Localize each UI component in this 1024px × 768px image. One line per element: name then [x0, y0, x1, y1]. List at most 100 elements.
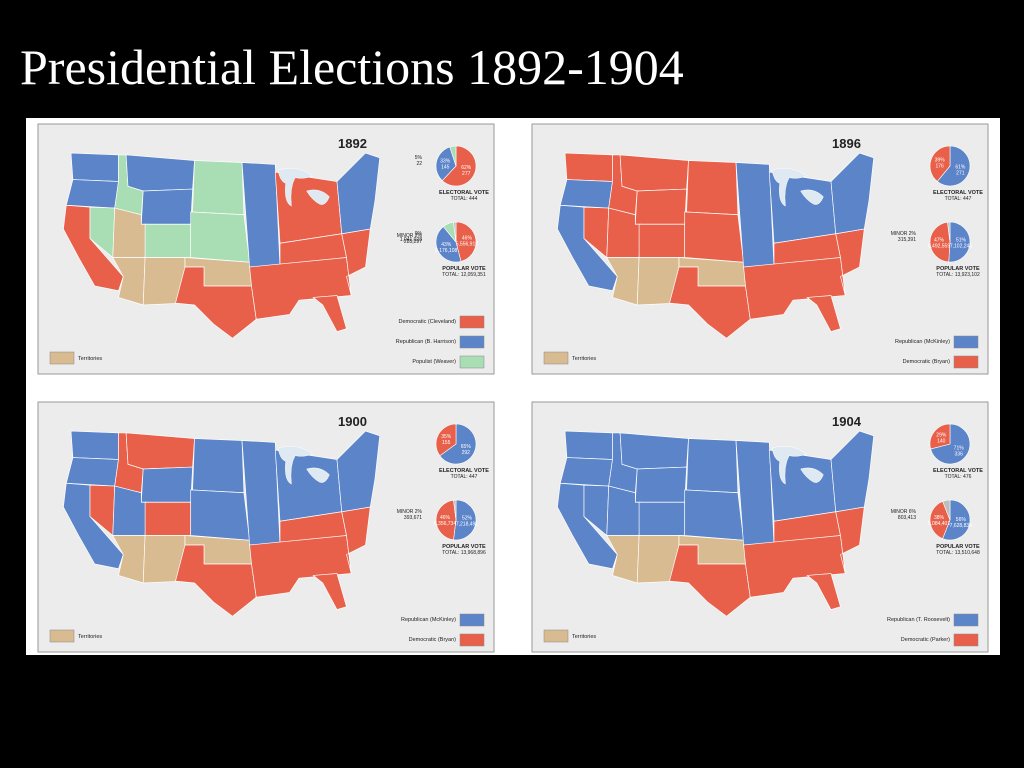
great-lakes — [771, 445, 824, 485]
pie-count: 7,628,834 — [950, 523, 972, 529]
legend-swatch — [459, 355, 485, 369]
pie-count: 285,297 — [404, 239, 422, 245]
map-region — [669, 544, 751, 617]
territories-label: Territories — [572, 356, 596, 362]
map-region — [634, 466, 687, 503]
legend-swatch — [953, 335, 979, 349]
map-region — [175, 544, 257, 617]
pie-label: 47% — [934, 237, 945, 243]
legend-label: Republican (McKinley) — [401, 617, 456, 623]
pie-heading: ELECTORAL VOTE — [439, 468, 489, 474]
pie-heading: POPULAR VOTE — [936, 266, 980, 272]
pie-label: 56% — [956, 517, 967, 523]
pie-count: 7,102,246 — [950, 243, 972, 249]
pie-slice — [929, 423, 951, 450]
map-region — [806, 573, 841, 610]
pie-count: 140 — [937, 438, 946, 444]
map-region — [70, 430, 119, 460]
map-region — [686, 438, 739, 494]
map-region — [619, 432, 689, 470]
territories-swatch — [49, 351, 75, 365]
pie-count: 277 — [462, 171, 471, 177]
pie-slice — [439, 423, 477, 465]
map-region — [564, 152, 613, 182]
pie-heading: POPULAR VOTE — [442, 544, 486, 550]
pie-total: TOTAL: 12,059,351 — [442, 272, 486, 278]
map-region — [684, 211, 744, 263]
pie-heading: ELECTORAL VOTE — [439, 190, 489, 196]
legend-swatch — [459, 633, 485, 647]
pie-count: 6,356,734 — [434, 521, 456, 527]
map-region — [830, 430, 875, 513]
pie-count: 7,218,491 — [456, 522, 478, 528]
pie-slice — [435, 146, 457, 182]
pie-slice — [453, 221, 457, 243]
panel-year: 1892 — [338, 136, 367, 151]
pie-label: 9% — [415, 231, 423, 237]
pie-slice — [929, 221, 951, 263]
pie-count: 155 — [442, 440, 451, 446]
pie-slice — [441, 145, 477, 187]
pie-slice — [453, 499, 477, 541]
pie-heading: ELECTORAL VOTE — [933, 190, 983, 196]
map-region — [312, 573, 347, 610]
pie-label: MINOR 6% — [891, 509, 917, 515]
pie-count: 271 — [956, 171, 965, 177]
territories-swatch — [543, 351, 569, 365]
pie-label: 38% — [934, 515, 945, 521]
pie-count: 393,671 — [404, 515, 422, 521]
pie-total: TOTAL: 13,510,648 — [936, 550, 980, 556]
legend-swatch — [953, 633, 979, 647]
legend-label: Democratic (Bryan) — [409, 637, 457, 643]
map-region — [336, 430, 381, 513]
map-region — [112, 535, 146, 584]
pie-count: 292 — [462, 450, 471, 456]
pie-label: 46% — [440, 515, 451, 521]
pie-label: 61% — [955, 165, 966, 171]
legend-label: Democratic (Parker) — [901, 637, 950, 643]
pie-count: 1,041,028 — [400, 237, 422, 243]
map-region — [559, 179, 613, 209]
pie-total: TOTAL: 476 — [945, 474, 972, 480]
pie-slice — [942, 499, 971, 541]
map-region — [190, 489, 250, 541]
map-region — [125, 432, 195, 470]
pie-total: TOTAL: 13,923,102 — [936, 272, 980, 278]
pie-slice — [948, 221, 971, 263]
map-region — [125, 154, 195, 192]
territories-swatch — [49, 629, 75, 643]
legend-label: Republican (T. Roosevelt) — [887, 617, 950, 623]
pie-slice — [455, 221, 477, 262]
pie-heading: ELECTORAL VOTE — [933, 468, 983, 474]
pie-count: 336 — [955, 452, 964, 458]
pie-count: 176 — [935, 163, 944, 169]
pie-slice — [435, 226, 462, 263]
pie-count: 5,084,401 — [928, 521, 950, 527]
map-region — [140, 188, 193, 225]
map-region — [336, 152, 381, 235]
pie-slice — [929, 501, 951, 539]
pie-slice — [936, 145, 971, 187]
pie-label: 39% — [935, 157, 946, 163]
slide-title: Presidential Elections 1892-1904 — [20, 39, 684, 95]
pie-total: TOTAL: 447 — [451, 474, 478, 480]
map-region — [564, 430, 613, 460]
us-map — [63, 430, 381, 617]
map-region — [638, 223, 686, 258]
legend-swatch — [459, 335, 485, 349]
territories-label: Territories — [78, 634, 102, 640]
panel-year: 1904 — [832, 414, 862, 429]
pie-label: MINOR 2% — [397, 233, 423, 239]
map-region — [684, 489, 744, 541]
territories-label: Territories — [572, 634, 596, 640]
pie-label: 71% — [954, 446, 965, 452]
map-region — [144, 501, 192, 536]
map-region — [559, 457, 613, 487]
map-region — [65, 179, 119, 209]
legend-swatch — [459, 613, 485, 627]
pie-slice — [449, 145, 457, 167]
pie-total: TOTAL: 447 — [945, 196, 972, 202]
